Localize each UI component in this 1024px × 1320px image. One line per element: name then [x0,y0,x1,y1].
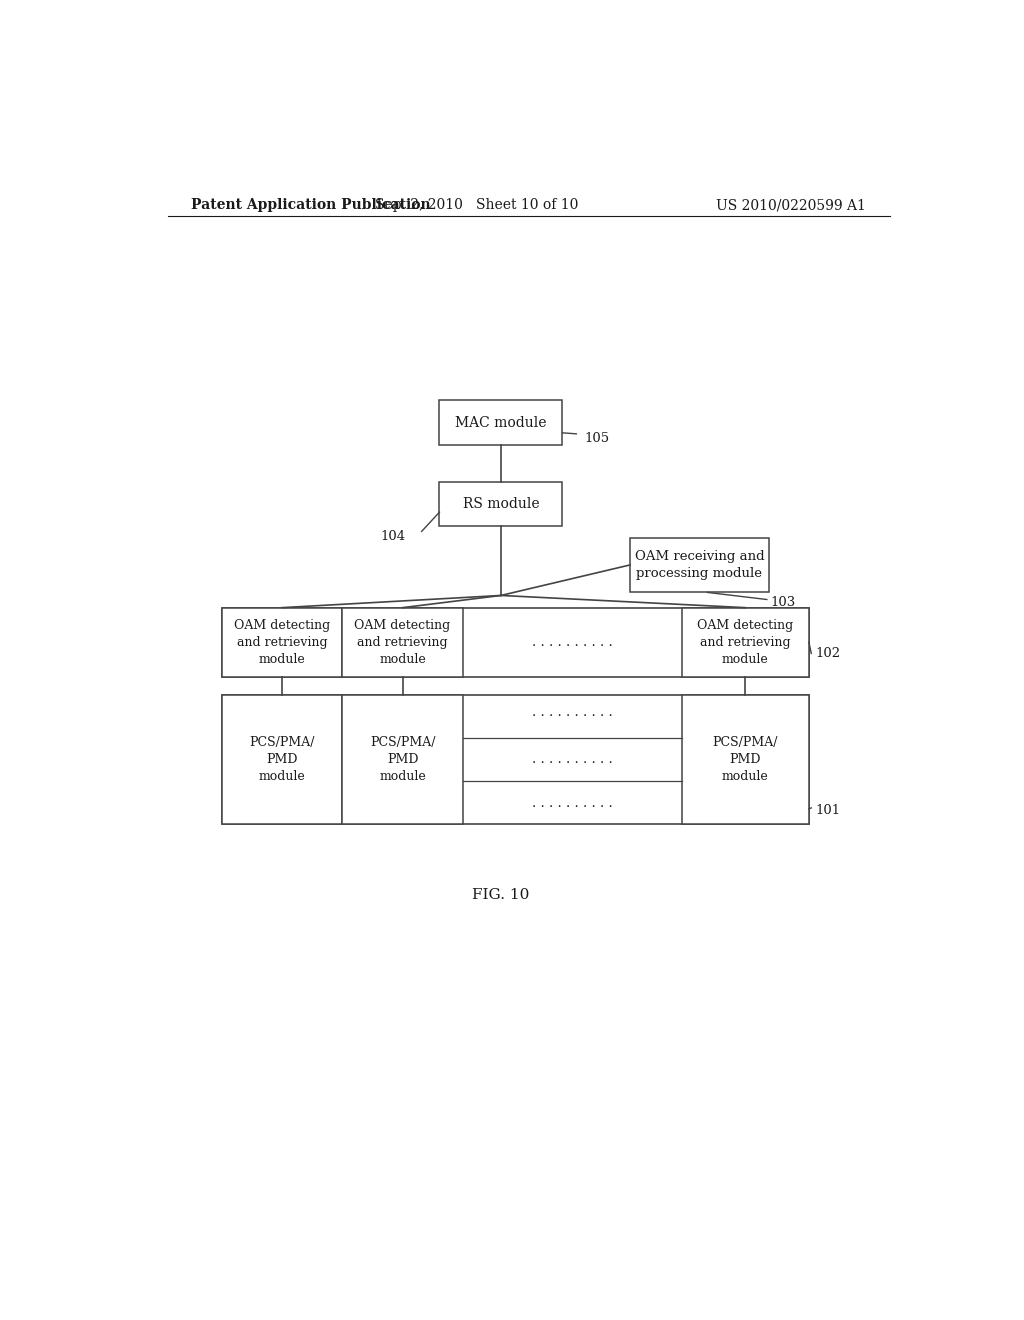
Bar [221,696,342,824]
Text: 104: 104 [381,531,406,543]
Text: OAM detecting
and retrieving
module: OAM detecting and retrieving module [697,619,794,665]
Bar [342,607,463,677]
Text: 105: 105 [585,433,609,445]
Text: 103: 103 [771,597,796,609]
Bar [682,696,809,824]
Text: . . . . . . . . . .: . . . . . . . . . . [532,797,612,810]
Bar [439,482,562,527]
Text: RS module: RS module [463,496,540,511]
Bar [682,607,809,677]
Text: PCS/PMA/
PMD
module: PCS/PMA/ PMD module [249,737,314,783]
Bar [221,607,342,677]
Bar [439,400,562,445]
Text: PCS/PMA/
PMD
module: PCS/PMA/ PMD module [370,737,435,783]
Text: US 2010/0220599 A1: US 2010/0220599 A1 [716,198,866,213]
Text: Patent Application Publication: Patent Application Publication [191,198,431,213]
Text: OAM receiving and
processing module: OAM receiving and processing module [635,550,764,579]
Text: 101: 101 [815,804,841,817]
Bar [630,537,769,593]
Text: . . . . . . . . . .: . . . . . . . . . . [532,706,612,719]
Bar [221,696,809,824]
Text: PCS/PMA/
PMD
module: PCS/PMA/ PMD module [713,737,778,783]
Text: . . . . . . . . . .: . . . . . . . . . . [532,636,612,648]
Text: OAM detecting
and retrieving
module: OAM detecting and retrieving module [233,619,330,665]
Bar [221,607,809,677]
Text: . . . . . . . . . .: . . . . . . . . . . [532,752,612,766]
Text: MAC module: MAC module [456,416,547,430]
Text: Sep. 2, 2010   Sheet 10 of 10: Sep. 2, 2010 Sheet 10 of 10 [376,198,579,213]
Text: OAM detecting
and retrieving
module: OAM detecting and retrieving module [354,619,451,665]
Bar [342,696,463,824]
Text: 102: 102 [815,647,841,660]
Text: FIG. 10: FIG. 10 [472,888,529,903]
